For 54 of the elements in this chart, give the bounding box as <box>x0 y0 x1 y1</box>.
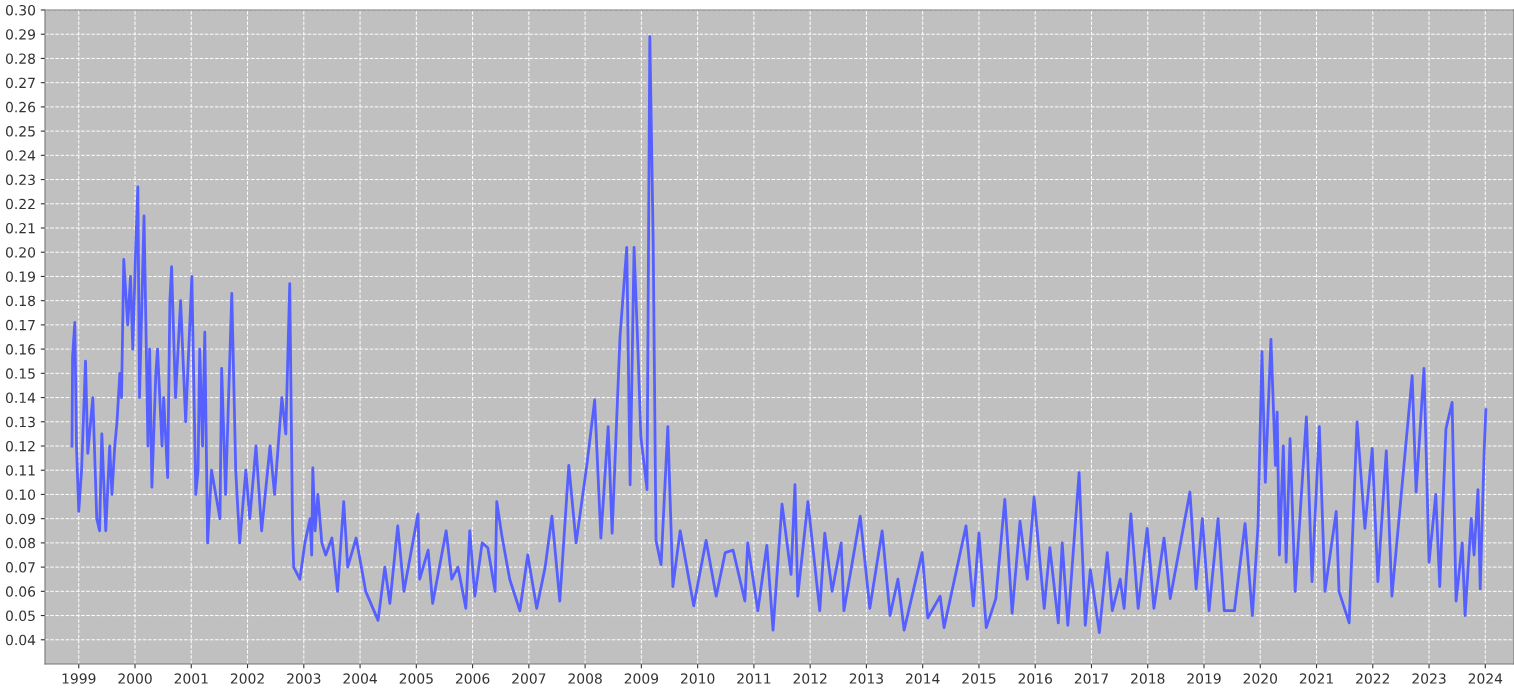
x-tick-label: 2011 <box>737 673 771 684</box>
y-tick-label: 0.22 <box>5 198 35 210</box>
y-tick-label: 0.04 <box>5 634 36 646</box>
y-tick-label: 0.10 <box>5 489 36 500</box>
x-tick-label: 2003 <box>287 673 321 684</box>
x-tick-label: 2010 <box>680 673 715 684</box>
y-tick-label: 0.26 <box>5 101 36 113</box>
y-tick-label: 0.21 <box>5 222 35 234</box>
y-tick-label: 0.13 <box>5 416 35 428</box>
x-tick-label: 2004 <box>343 673 377 684</box>
y-tick-label: 0.17 <box>5 319 35 331</box>
y-tick-label: 0.16 <box>5 344 36 355</box>
y-tick-label: 0.09 <box>5 513 35 525</box>
y-tick-label: 0.20 <box>5 247 36 258</box>
y-tick-label: 0.25 <box>5 126 35 137</box>
y-tick-label: 0.12 <box>5 440 35 452</box>
x-tick-label: 2017 <box>1074 673 1108 684</box>
y-tick-label: 0.14 <box>5 392 36 404</box>
x-tick-label: 2005 <box>399 673 433 684</box>
y-tick-label: 0.24 <box>5 150 36 161</box>
y-tick-label: 0.28 <box>5 53 36 64</box>
y-tick-label: 0.06 <box>5 586 36 597</box>
y-tick-label: 0.30 <box>5 4 36 16</box>
y-tick-label: 0.15 <box>5 368 35 379</box>
x-tick-label: 1999 <box>62 673 96 684</box>
x-tick-label: 2021 <box>1299 673 1333 684</box>
y-tick-label: 0.11 <box>5 465 35 476</box>
x-tick-label: 2006 <box>455 673 490 684</box>
x-tick-label: 2000 <box>118 673 152 684</box>
x-tick-label: 2015 <box>962 673 996 684</box>
y-tick-label: 0.29 <box>5 29 35 40</box>
x-tick-label: 2002 <box>230 673 264 684</box>
x-tick-label: 2001 <box>174 673 208 684</box>
y-tick-label: 0.07 <box>5 562 35 573</box>
x-tick-label: 2024 <box>1468 673 1503 684</box>
y-tick-label: 0.08 <box>5 537 36 549</box>
x-tick-label: 2009 <box>624 673 659 684</box>
line-series <box>70 35 1488 634</box>
x-tick-label: 2019 <box>1187 673 1221 684</box>
y-tick-label: 0.05 <box>5 610 35 622</box>
x-tick-label: 2022 <box>1356 673 1390 684</box>
x-tick-label: 2014 <box>906 673 940 684</box>
x-tick-label: 2016 <box>1018 673 1053 684</box>
x-tick-label: 2023 <box>1412 673 1446 684</box>
x-tick-label: 2007 <box>512 673 546 684</box>
x-tick-label: 2013 <box>849 673 883 684</box>
x-tick-label: 2018 <box>1131 673 1165 684</box>
x-tick-label: 2012 <box>793 673 827 684</box>
y-tick-label: 0.23 <box>5 174 35 186</box>
x-tick-label: 2008 <box>568 673 602 684</box>
y-tick-label: 0.19 <box>5 271 35 282</box>
y-tick-label: 0.18 <box>5 295 36 307</box>
x-tick-label: 2020 <box>1243 673 1278 684</box>
y-tick-label: 0.27 <box>5 77 35 89</box>
